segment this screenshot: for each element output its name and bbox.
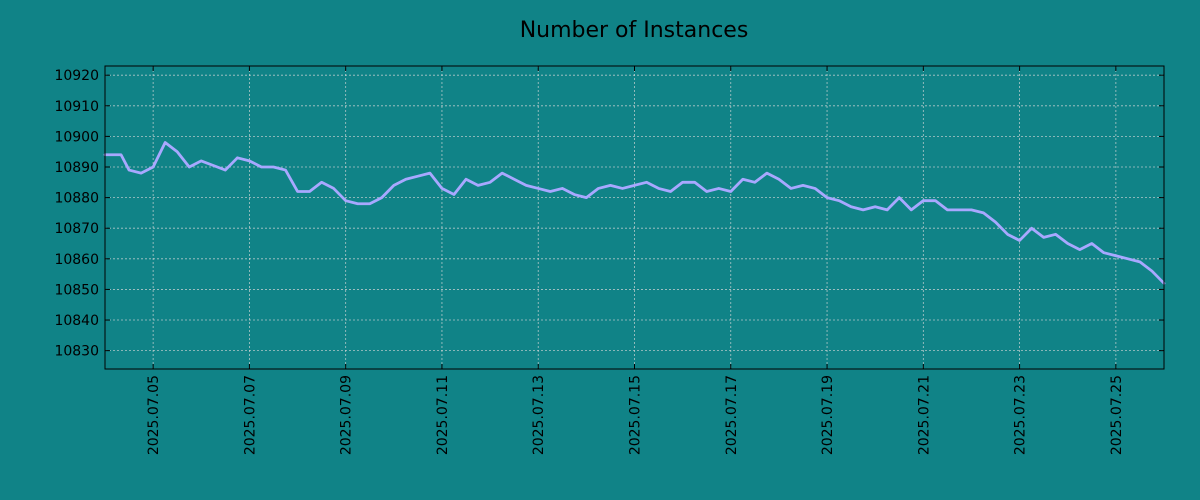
x-tick-label: 2025.07.07 xyxy=(242,375,258,455)
y-tick-label: 10840 xyxy=(54,313,99,329)
series-layer xyxy=(103,141,1166,285)
x-tick-label: 2025.07.15 xyxy=(628,375,644,455)
y-tick-label: 10920 xyxy=(54,68,99,84)
y-tick-label: 10860 xyxy=(54,252,99,268)
y-tick-label: 10850 xyxy=(54,282,99,298)
x-tick-label: 2025.07.23 xyxy=(1013,375,1029,455)
y-tick-label: 10900 xyxy=(54,129,99,145)
x-tick-label: 2025.07.21 xyxy=(916,375,932,455)
y-tick-label: 10830 xyxy=(54,344,99,360)
x-tick-label: 2025.07.11 xyxy=(435,375,451,455)
x-tick-label: 2025.07.05 xyxy=(146,375,162,455)
series-line xyxy=(103,141,1166,285)
y-tick-label: 10880 xyxy=(54,191,99,207)
chart-title: Number of Instances xyxy=(520,18,749,43)
ticks: 10830 10840 10850 10860 10870 10880 10890 10900… xyxy=(54,66,1164,455)
y-tick-label: 10910 xyxy=(54,99,99,115)
x-tick-label: 2025.07.13 xyxy=(531,375,547,455)
x-tick-label: 2025.07.17 xyxy=(724,375,740,455)
y-tick-label: 10890 xyxy=(54,160,99,176)
grid xyxy=(105,66,1164,369)
x-tick-label: 2025.07.25 xyxy=(1109,375,1125,455)
x-tick-label: 2025.07.09 xyxy=(339,375,355,455)
y-tick-label: 10870 xyxy=(54,221,99,237)
x-tick-label: 2025.07.19 xyxy=(820,375,836,455)
